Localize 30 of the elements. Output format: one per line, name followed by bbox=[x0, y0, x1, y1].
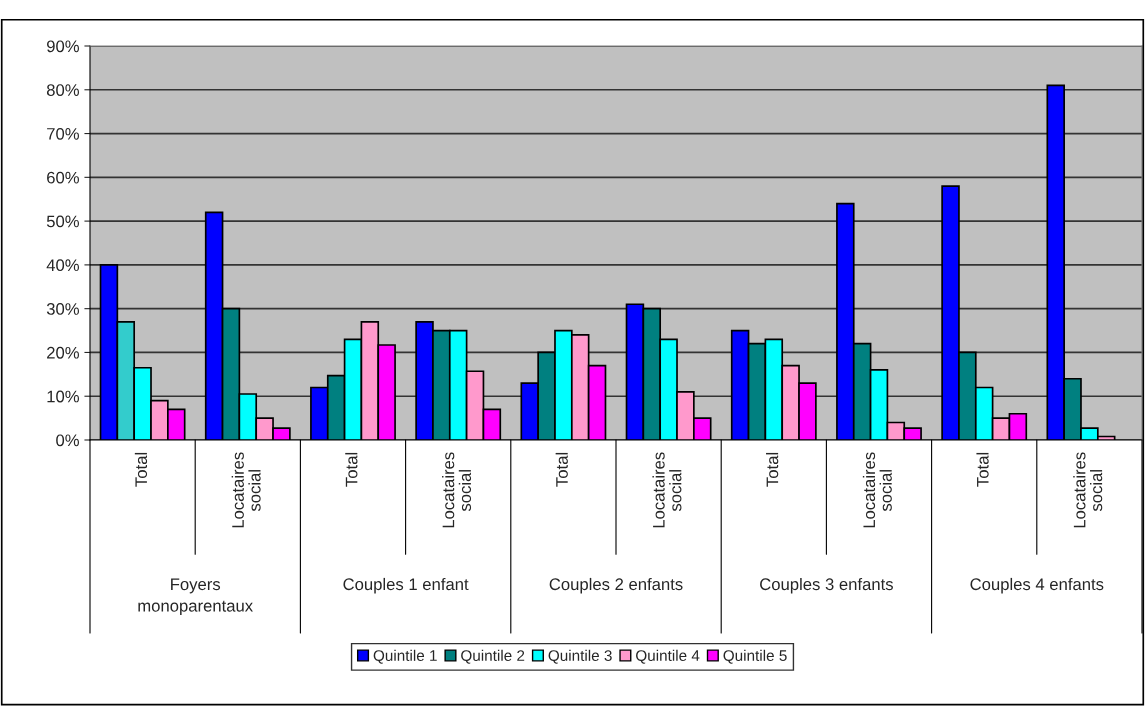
x-tick-label: Total bbox=[766, 452, 779, 487]
x-tick-label: Total bbox=[134, 452, 148, 487]
text: Couples 1 enfant bbox=[343, 577, 469, 594]
legend-label: Quintile 2 bbox=[461, 649, 525, 664]
text: Couples 3 enfants bbox=[760, 577, 893, 594]
y-tick-label: 30% bbox=[46, 303, 79, 315]
x-tick-label: Total bbox=[345, 452, 358, 487]
x-tick-label: Locataires social bbox=[652, 452, 682, 528]
x-tick-label: Locataires social bbox=[1073, 452, 1103, 528]
x-tick-label: Locataires social bbox=[862, 452, 892, 528]
x-tick-label: Locataires social bbox=[231, 452, 261, 528]
y-tick-label: 40% bbox=[46, 259, 79, 272]
y-tick-label: 20% bbox=[47, 346, 79, 359]
y-tick-label: 60% bbox=[47, 171, 79, 184]
x-tick-label: Total bbox=[555, 452, 568, 487]
text: Couples 2 enfants bbox=[549, 577, 683, 594]
text: Foyers monoparentaux bbox=[138, 578, 253, 616]
x-tick-label: Locataires social bbox=[442, 452, 472, 528]
legend-label: Quintile 1 bbox=[373, 649, 437, 664]
legend-label: Quintile 3 bbox=[548, 649, 612, 664]
legend-label: Quintile 5 bbox=[723, 649, 787, 664]
y-tick-label: 70% bbox=[47, 127, 79, 140]
y-tick-label: 0% bbox=[56, 434, 79, 447]
x-tick-label: Total bbox=[976, 452, 989, 487]
y-tick-label: 90% bbox=[47, 40, 79, 53]
y-tick-label: 10% bbox=[47, 390, 79, 403]
legend-label: Quintile 4 bbox=[636, 649, 700, 664]
y-tick-label: 50% bbox=[46, 215, 79, 228]
text: Couples 4 enfants bbox=[970, 577, 1104, 594]
y-tick-label: 80% bbox=[46, 84, 79, 96]
